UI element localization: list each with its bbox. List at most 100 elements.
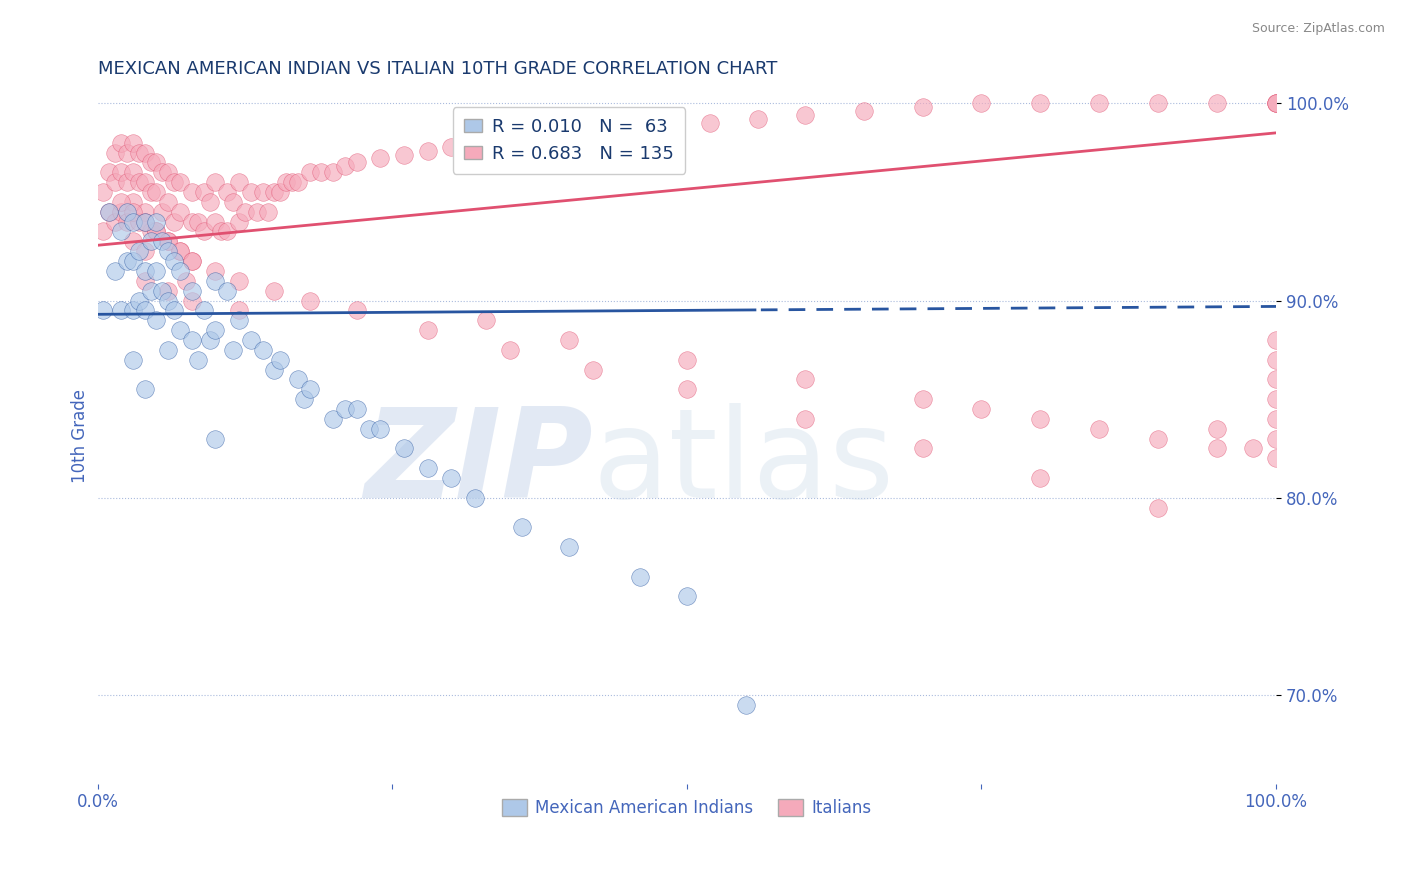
Point xyxy=(110,224,132,238)
Point xyxy=(134,145,156,160)
Point xyxy=(322,165,344,179)
Point xyxy=(222,343,245,357)
Point xyxy=(392,442,415,456)
Point xyxy=(122,165,145,179)
Point xyxy=(180,284,202,298)
Text: ZIP: ZIP xyxy=(364,403,592,524)
Point xyxy=(1147,432,1170,446)
Point xyxy=(134,204,156,219)
Point xyxy=(239,185,262,199)
Point xyxy=(676,382,699,396)
Point xyxy=(793,108,815,122)
Point xyxy=(157,293,180,308)
Point xyxy=(357,422,380,436)
Point xyxy=(150,235,173,249)
Point xyxy=(104,264,127,278)
Point xyxy=(128,293,150,308)
Point xyxy=(269,185,291,199)
Point xyxy=(322,412,344,426)
Point xyxy=(145,264,167,278)
Point xyxy=(150,165,173,179)
Point xyxy=(1206,422,1229,436)
Point xyxy=(110,303,132,318)
Point xyxy=(139,155,162,169)
Point xyxy=(98,165,121,179)
Point xyxy=(139,224,162,238)
Point xyxy=(464,491,486,505)
Point xyxy=(110,204,132,219)
Point xyxy=(204,274,226,288)
Point xyxy=(1241,442,1264,456)
Point xyxy=(145,155,167,169)
Point xyxy=(122,235,145,249)
Point xyxy=(852,104,875,119)
Point xyxy=(263,362,285,376)
Point xyxy=(911,392,934,406)
Point xyxy=(475,136,498,150)
Point xyxy=(122,303,145,318)
Point xyxy=(510,520,533,534)
Point xyxy=(157,343,180,357)
Point xyxy=(163,175,186,189)
Point xyxy=(281,175,304,189)
Point xyxy=(150,284,173,298)
Legend: Mexican American Indians, Italians: Mexican American Indians, Italians xyxy=(495,793,879,824)
Point xyxy=(440,139,463,153)
Point xyxy=(145,224,167,238)
Point xyxy=(233,204,256,219)
Point xyxy=(911,442,934,456)
Point xyxy=(187,214,209,228)
Point xyxy=(134,244,156,259)
Text: MEXICAN AMERICAN INDIAN VS ITALIAN 10TH GRADE CORRELATION CHART: MEXICAN AMERICAN INDIAN VS ITALIAN 10TH … xyxy=(97,60,778,78)
Point xyxy=(93,185,115,199)
Point xyxy=(652,120,675,134)
Point xyxy=(1265,333,1288,347)
Point xyxy=(228,303,250,318)
Point xyxy=(793,372,815,386)
Point xyxy=(145,313,167,327)
Point xyxy=(1029,471,1052,485)
Point xyxy=(169,264,191,278)
Point xyxy=(209,224,232,238)
Point xyxy=(1265,392,1288,406)
Point xyxy=(104,145,127,160)
Point xyxy=(115,214,138,228)
Point xyxy=(1029,412,1052,426)
Point xyxy=(204,432,226,446)
Point xyxy=(228,214,250,228)
Point xyxy=(311,165,333,179)
Point xyxy=(180,185,202,199)
Point xyxy=(734,698,756,712)
Point xyxy=(145,214,167,228)
Point xyxy=(180,254,202,268)
Point xyxy=(416,461,439,475)
Point xyxy=(198,194,221,209)
Point xyxy=(1088,96,1111,111)
Point xyxy=(239,333,262,347)
Point xyxy=(198,333,221,347)
Point xyxy=(298,293,321,308)
Point xyxy=(298,165,321,179)
Point xyxy=(93,224,115,238)
Point xyxy=(217,224,239,238)
Point xyxy=(187,352,209,367)
Point xyxy=(134,274,156,288)
Point xyxy=(163,214,186,228)
Point xyxy=(1206,442,1229,456)
Point xyxy=(605,124,627,138)
Point xyxy=(416,144,439,158)
Point xyxy=(287,175,309,189)
Point xyxy=(110,136,132,150)
Point xyxy=(180,254,202,268)
Point xyxy=(257,204,280,219)
Point xyxy=(128,214,150,228)
Point xyxy=(676,590,699,604)
Point xyxy=(392,147,415,161)
Point xyxy=(346,155,368,169)
Point xyxy=(747,112,769,126)
Point xyxy=(228,274,250,288)
Point xyxy=(346,303,368,318)
Point xyxy=(263,185,285,199)
Point xyxy=(252,185,274,199)
Point xyxy=(98,204,121,219)
